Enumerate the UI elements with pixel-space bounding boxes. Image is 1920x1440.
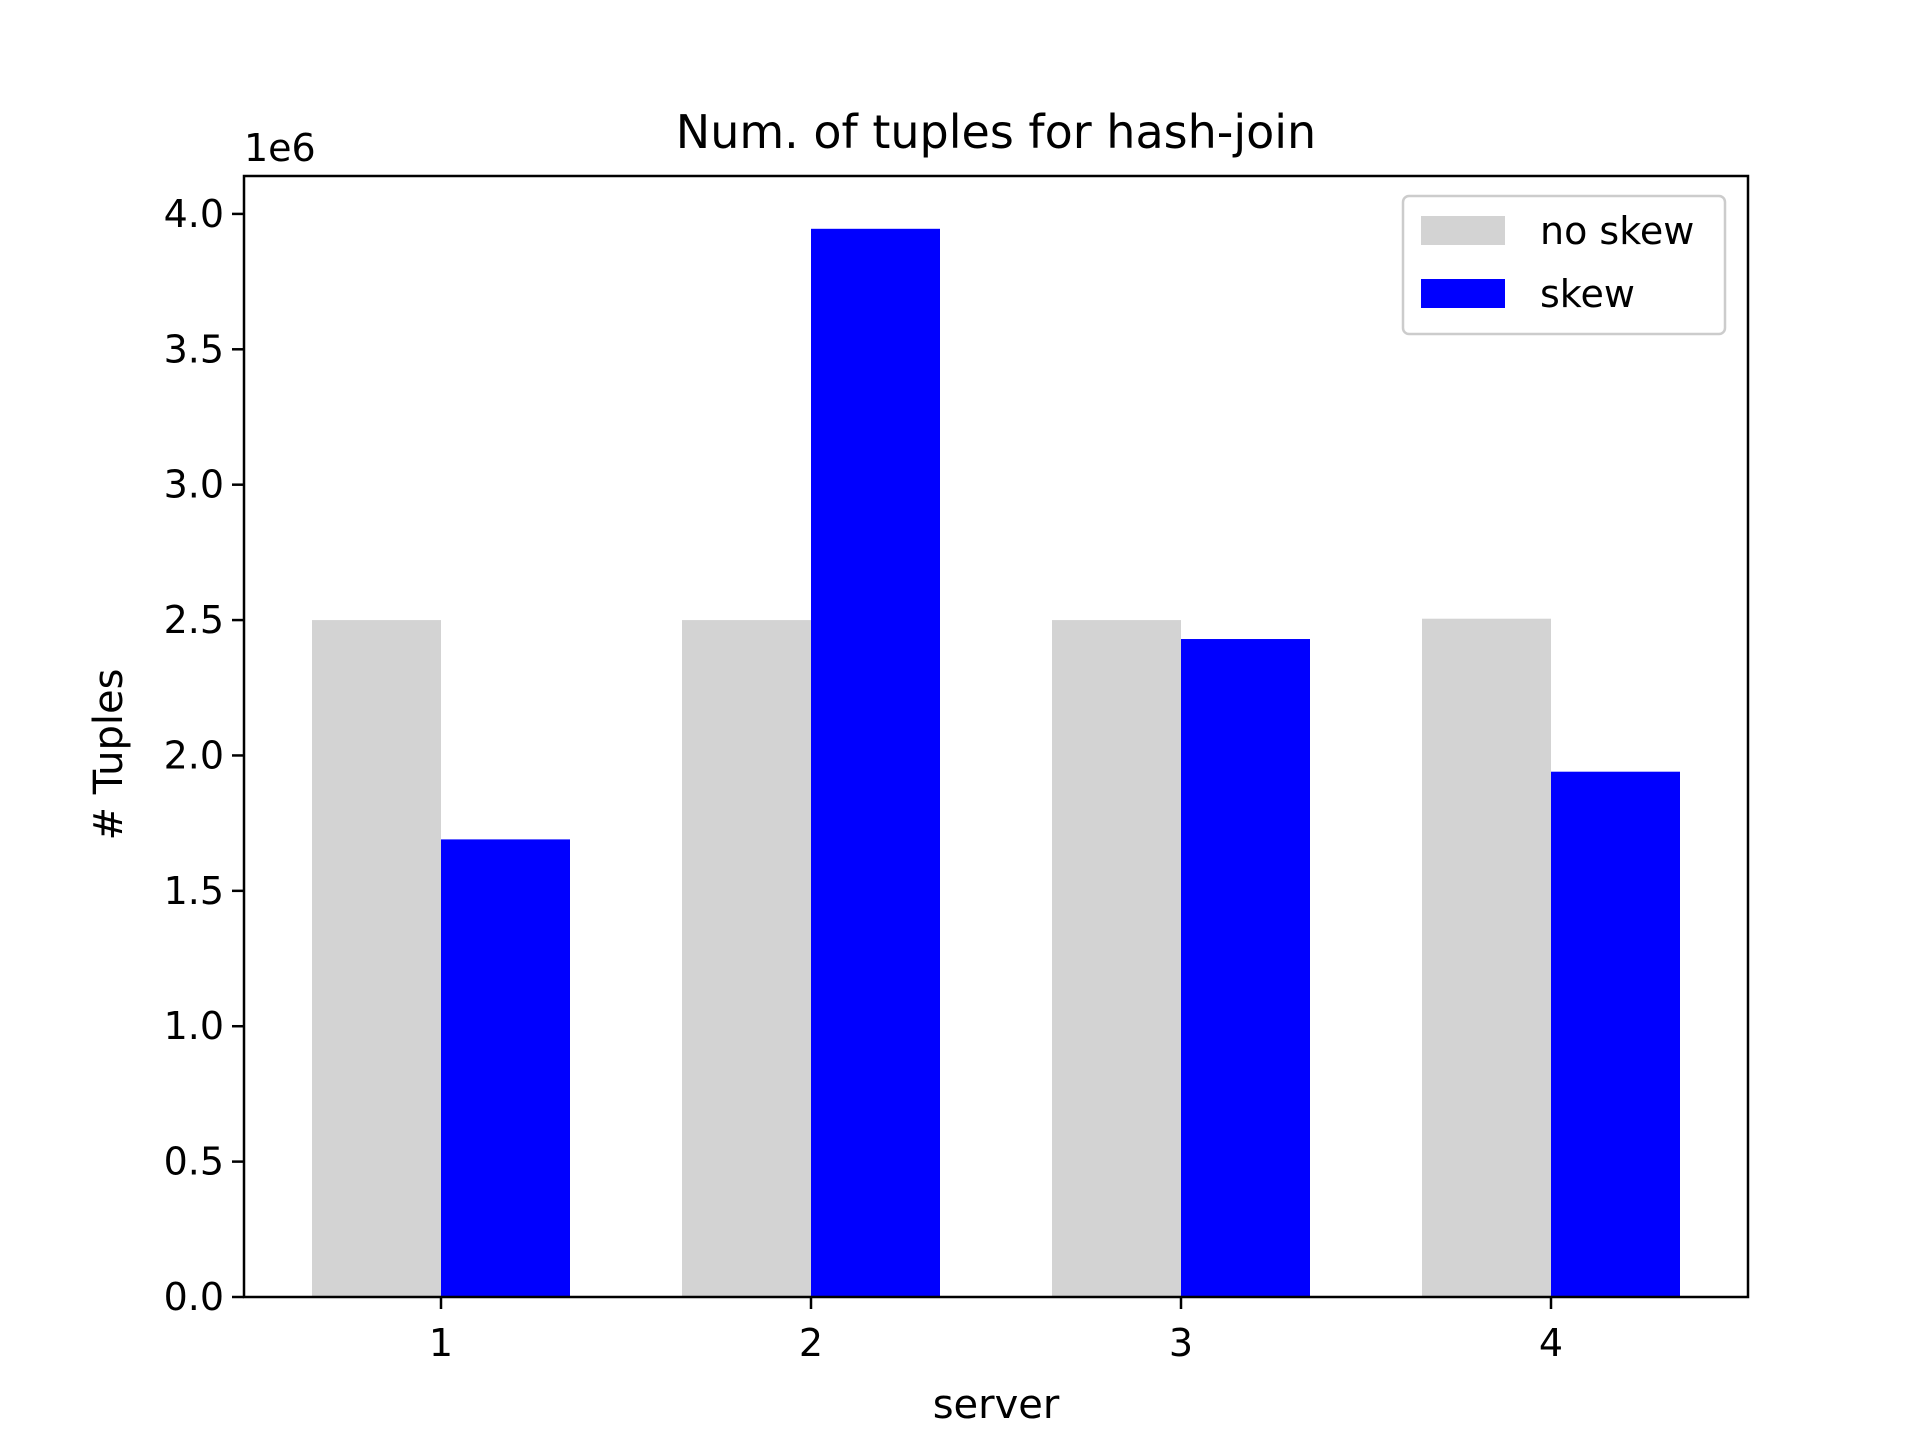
x-axis-title: server: [933, 1382, 1060, 1428]
bar-skew-server-2: [811, 228, 940, 1297]
y-axis-title: # Tuples: [86, 669, 132, 841]
x-tick-label: 1: [429, 1321, 453, 1365]
y-tick-label: 2.5: [164, 598, 224, 642]
y-tick-label: 0.5: [164, 1140, 224, 1184]
bars-layer: [312, 228, 1680, 1297]
plot-frame: [242, 174, 1750, 1299]
y-axis: 0.0 0.5 1.0 1.5 2.0 2.5 3.0 3.5 4.0: [164, 192, 244, 1319]
y-tick-label: 3.5: [164, 327, 224, 371]
chart-title: Num. of tuples for hash-join: [676, 105, 1316, 159]
legend-swatch-no-skew: [1421, 216, 1505, 245]
y-tick-label: 4.0: [164, 192, 224, 236]
bar-no-skew-server-1: [312, 620, 441, 1297]
y-tick-label: 1.0: [164, 1004, 224, 1048]
y-tick-label: 2.0: [164, 733, 224, 777]
x-axis: 1 2 3 4: [429, 1297, 1563, 1365]
bar-skew-server-1: [441, 839, 570, 1297]
x-tick-label: 3: [1169, 1321, 1193, 1365]
y-tick-label: 3.0: [164, 463, 224, 507]
bar-no-skew-server-2: [682, 620, 811, 1297]
bar-skew-server-3: [1181, 639, 1310, 1297]
bar-no-skew-server-4: [1422, 618, 1551, 1297]
x-tick-label: 2: [799, 1321, 823, 1365]
bar-skew-server-4: [1551, 771, 1680, 1297]
legend-label-skew: skew: [1540, 272, 1635, 316]
legend-label-no-skew: no skew: [1540, 209, 1694, 253]
x-tick-label: 4: [1539, 1321, 1563, 1365]
legend: no skew skew: [1401, 194, 1727, 336]
y-offset-label: 1e6: [244, 126, 316, 170]
legend-swatch-skew: [1421, 279, 1505, 308]
y-tick-label: 0.0: [164, 1275, 224, 1319]
bar-no-skew-server-3: [1052, 620, 1181, 1297]
y-tick-label: 1.5: [164, 869, 224, 913]
